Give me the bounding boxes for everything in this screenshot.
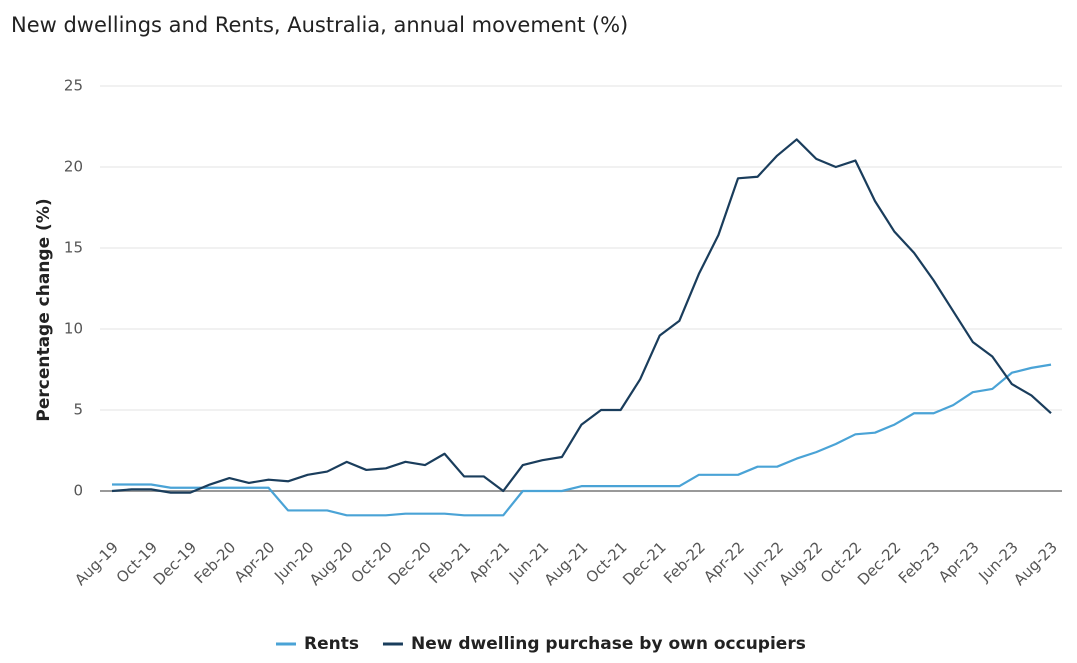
x-tick-label: Aug-21 bbox=[541, 538, 592, 589]
y-tick-label: 5 bbox=[73, 401, 83, 419]
x-tick-label: Dec-19 bbox=[150, 538, 201, 589]
x-tick-label: Aug-23 bbox=[1010, 538, 1061, 589]
line-series bbox=[111, 138, 1052, 494]
x-tick-label: Dec-21 bbox=[619, 538, 670, 589]
line-series bbox=[112, 363, 1052, 517]
chart-title: New dwellings and Rents, Australia, annu… bbox=[11, 13, 628, 37]
y-tick-label: 15 bbox=[64, 239, 83, 257]
x-tick-label: Feb-22 bbox=[660, 538, 709, 587]
x-tick-label: Apr-20 bbox=[231, 538, 279, 586]
x-tick-label: Feb-23 bbox=[895, 538, 944, 587]
x-tick-label: Aug-20 bbox=[306, 538, 357, 589]
x-tick-label: Feb-20 bbox=[191, 538, 240, 587]
legend-label: New dwelling purchase by own occupiers bbox=[411, 634, 806, 654]
x-tick-label: Apr-22 bbox=[700, 538, 748, 586]
y-tick-label: 0 bbox=[73, 482, 83, 500]
x-tick-label: Apr-23 bbox=[935, 538, 983, 586]
legend-label: Rents bbox=[304, 634, 359, 654]
x-tick-label: Feb-21 bbox=[425, 538, 474, 587]
y-axis-label: Percentage change (%) bbox=[34, 198, 54, 421]
y-tick-label: 25 bbox=[64, 77, 83, 95]
y-tick-label: 20 bbox=[64, 158, 83, 176]
x-tick-label: Apr-21 bbox=[466, 538, 514, 586]
x-tick-label: Dec-22 bbox=[854, 538, 905, 589]
x-tick-label: Aug-22 bbox=[775, 538, 826, 589]
y-tick-label: 10 bbox=[64, 320, 83, 338]
x-tick-label: Dec-20 bbox=[384, 538, 435, 589]
x-tick-label: Aug-19 bbox=[71, 538, 122, 589]
